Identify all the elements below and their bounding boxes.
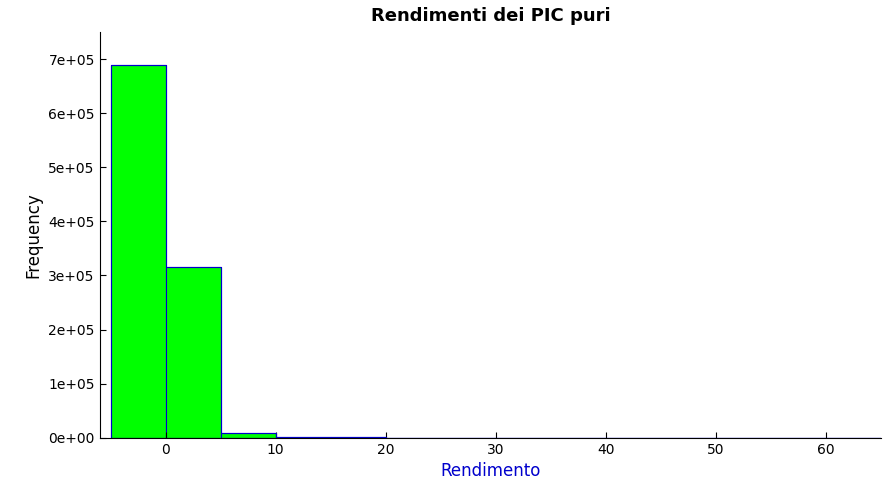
Y-axis label: Frequency: Frequency: [25, 192, 43, 278]
X-axis label: Rendimento: Rendimento: [440, 462, 541, 480]
Bar: [111, 65, 166, 438]
Bar: [221, 433, 275, 438]
Bar: [166, 267, 221, 438]
Title: Rendimenti dei PIC puri: Rendimenti dei PIC puri: [370, 7, 610, 25]
Bar: [275, 437, 330, 438]
